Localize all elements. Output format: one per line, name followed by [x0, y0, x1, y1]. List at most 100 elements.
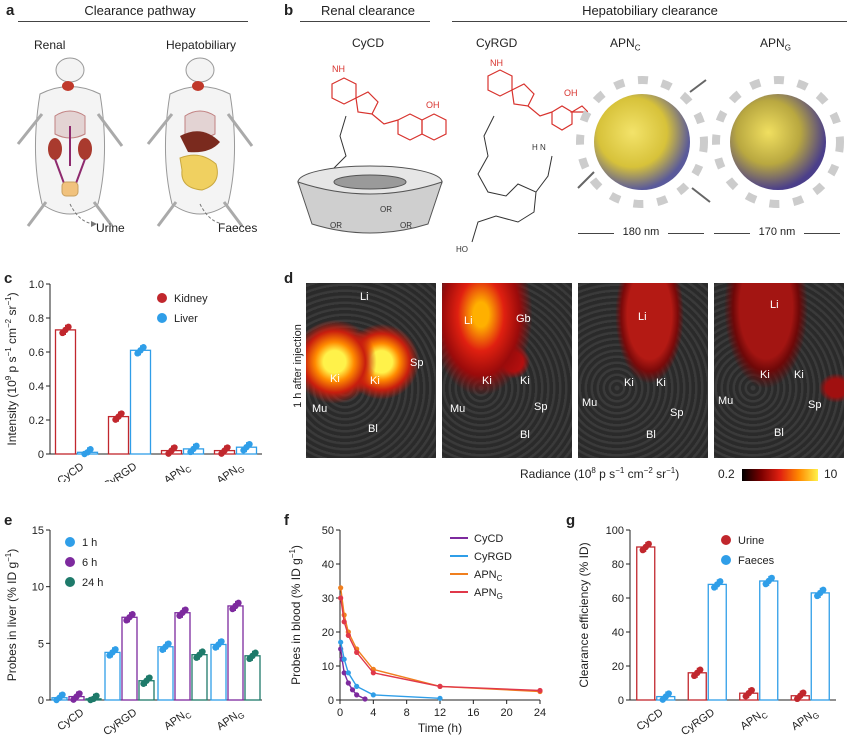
- data-point: [93, 692, 100, 700]
- legend-label: APNG: [474, 587, 503, 601]
- legend-marker: [65, 537, 75, 547]
- data-point: [341, 619, 347, 625]
- data-point: [354, 692, 360, 698]
- data-point: [129, 611, 136, 618]
- bar: [107, 415, 130, 455]
- bar: [54, 329, 77, 455]
- organ-label: Mu: [450, 403, 466, 415]
- data-point: [820, 586, 827, 594]
- y-axis-label: Probes in blood (% ID g−1): [288, 545, 303, 685]
- apng-size-label: 170 nm: [714, 226, 840, 238]
- cyclodextrin-cup: [297, 165, 443, 234]
- organ-label: Li: [638, 311, 647, 323]
- imaging-timepoint-label: 1 h after injection: [292, 324, 304, 408]
- data-point: [349, 687, 356, 693]
- data-point: [59, 691, 66, 698]
- cyrgd-structure: NH OH H N HO: [456, 58, 588, 254]
- x-tick-label: 12: [434, 707, 446, 719]
- panel-c-letter: c: [4, 270, 13, 287]
- cycd-structure: NH OH OR OR OR: [297, 64, 447, 234]
- cycd-nh2-text: NH: [332, 64, 345, 74]
- data-point: [800, 689, 807, 696]
- series-line: [340, 587, 541, 693]
- data-point: [748, 686, 755, 694]
- chart-e-probes-in-liver: 0 5 10 15 CyCD CyRGD APNC APNG 1 h 6 h 24 h Probes …: [4, 525, 262, 738]
- legend-marker: [65, 577, 75, 587]
- y-tick-label: 40: [322, 559, 334, 571]
- y-tick-label: 20: [612, 661, 624, 673]
- data-point: [697, 666, 704, 673]
- legend-label: 1 h: [82, 537, 97, 549]
- renal-clearance-heading: Renal clearance: [321, 3, 415, 18]
- x-tick-label: 8: [404, 707, 410, 719]
- y-tick-label: 0: [38, 449, 44, 461]
- data-point: [199, 648, 206, 655]
- data-point: [345, 632, 351, 638]
- panel-d-letter: d: [284, 270, 294, 287]
- organ-label: Bl: [368, 423, 378, 435]
- cycd-oh-text: OH: [426, 100, 440, 110]
- data-point: [235, 599, 242, 607]
- x-tick-label: APNG: [789, 707, 821, 735]
- legend-marker: [157, 313, 167, 323]
- data-point: [76, 690, 83, 697]
- apnc-size-label: 180 nm: [578, 226, 704, 238]
- renal-vessels-icon: [54, 126, 86, 187]
- bar: [104, 651, 121, 701]
- x-tick-label: CyCD: [55, 707, 86, 734]
- apng-particle: [712, 76, 844, 208]
- panel-a-rule: [18, 21, 248, 22]
- data-point: [717, 578, 724, 585]
- organ-label: Mu: [582, 397, 598, 409]
- x-tick-label: 16: [467, 707, 479, 719]
- series-line: [340, 642, 441, 699]
- cycd-or-1: OR: [380, 205, 392, 214]
- chart-g-clearance-efficiency: 0 20 40 60 80 100 CyCD CyRGD APNC APNG Urine Faeces…: [577, 525, 836, 739]
- bar: [227, 605, 244, 701]
- y-tick-label: 0.8: [29, 313, 44, 325]
- y-tick-label: 1.0: [29, 279, 44, 291]
- x-axis-label: Time (h): [418, 721, 462, 735]
- y-tick-label: 0: [328, 695, 334, 707]
- bar: [174, 612, 191, 701]
- y-tick-label: 20: [322, 627, 334, 639]
- organ-label: Ki: [760, 369, 770, 381]
- organ-label: Sp: [808, 399, 822, 411]
- data-point: [65, 323, 72, 331]
- organ-label: Bl: [646, 429, 656, 441]
- cyrgd-nh2-text: NH: [490, 58, 503, 68]
- data-point: [182, 606, 189, 613]
- organ-label: Ki: [482, 375, 492, 387]
- data-point: [645, 540, 652, 548]
- data-point: [362, 696, 368, 702]
- x-tick-label: CyCD: [635, 707, 666, 734]
- y-axis-label: Intensity (109 p s−1 cm−2 sr−1): [4, 292, 19, 445]
- cycd-or-3: OR: [400, 221, 412, 230]
- bar: [129, 349, 152, 455]
- x-tick-label: APNG: [215, 707, 247, 735]
- probe-cycd-label: CyCD: [352, 36, 384, 50]
- legend-label: CyCD: [474, 533, 503, 545]
- data-point: [665, 690, 672, 697]
- y-tick-label: 0: [618, 695, 624, 707]
- faeces-label: Faeces: [218, 221, 258, 235]
- data-point: [118, 410, 125, 417]
- fluorescence-image-1: Li Ki Ki Sp Mu Bl: [306, 283, 436, 458]
- data-point: [146, 674, 153, 681]
- organ-label: Ki: [656, 377, 666, 389]
- data-point: [338, 639, 344, 645]
- y-tick-label: 30: [322, 593, 334, 605]
- x-tick-label: CyRGD: [679, 707, 717, 739]
- y-tick-label: 0.4: [29, 381, 44, 393]
- bar: [191, 654, 208, 701]
- y-tick-label: 0.2: [29, 415, 44, 427]
- legend-label: Urine: [738, 535, 764, 547]
- bar: [707, 583, 727, 701]
- panel-e-letter: e: [4, 512, 13, 529]
- apnc-particle: [576, 76, 711, 208]
- data-point: [252, 649, 259, 656]
- cyrgd-h2n-text: H N: [532, 143, 546, 152]
- bar: [157, 646, 174, 701]
- intestine-icon: [179, 154, 218, 191]
- panel-g-letter: g: [566, 512, 576, 529]
